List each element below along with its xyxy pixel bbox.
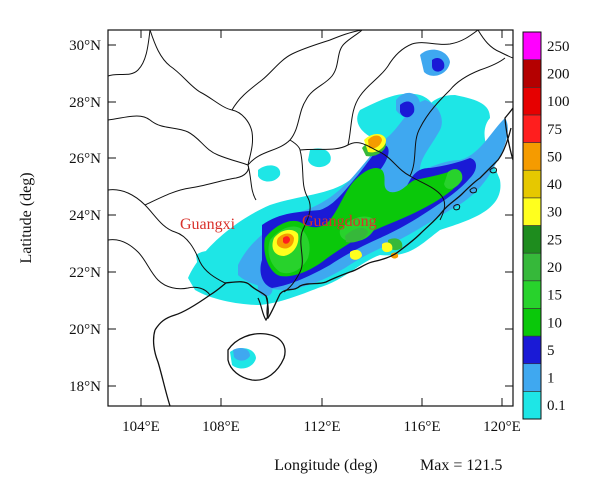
y-tick-label: 26°N (69, 151, 101, 167)
rain-field-yellow-3 (350, 249, 362, 260)
place-label-guangdong: Guangdong (302, 213, 377, 230)
y-ticks (108, 44, 513, 387)
province-border-jiangxi (347, 30, 479, 146)
colorbar-swatch (522, 335, 542, 365)
max-value-label: Max = 121.5 (420, 457, 502, 474)
southeast-islands (453, 167, 497, 211)
rain-field-darkblue-3 (400, 101, 415, 118)
y-tick-label: 22°N (69, 265, 101, 281)
colorbar-label: 15 (547, 288, 562, 304)
x-tick-label: 104°E (122, 419, 160, 435)
province-border-guangdong-north (299, 142, 446, 221)
y-axis-title: Latitude (deg) (18, 172, 35, 263)
colorbar-swatch (522, 391, 542, 420)
colorbar-label: 10 (547, 315, 562, 331)
province-border-zhejiang (477, 30, 513, 59)
colorbar-label: 100 (547, 94, 570, 110)
colorbar-swatch (522, 31, 542, 60)
province-border-guangxi-guangdong (283, 149, 311, 293)
colorbar-frame (522, 31, 542, 420)
leizhou-peninsula (257, 295, 269, 322)
rain-field-red-core (283, 236, 290, 244)
country-border-vietnam (108, 239, 211, 296)
colorbar-swatch (522, 280, 542, 309)
rain-field-yellow-4 (382, 242, 393, 253)
x-tick-label: 112°E (303, 419, 340, 435)
colorbar-swatch (522, 59, 542, 88)
province-border-hunan-jiangxi (289, 139, 301, 151)
vietnam-coast (152, 329, 171, 406)
map-plot-area: Guangxi Guangdong (107, 29, 514, 407)
y-tick-label: 20°N (69, 322, 101, 338)
colorbar-label: 1 (547, 371, 555, 387)
colorbar-swatch (522, 86, 542, 116)
colorbar-label: 30 (547, 205, 562, 221)
taiwan-outline (504, 106, 513, 161)
y-tick-label: 30°N (69, 38, 101, 54)
colorbar-swatch (522, 169, 542, 199)
coastline (224, 127, 512, 320)
y-tick-label: 24°N (69, 208, 101, 224)
precipitation-field (188, 49, 508, 369)
colorbar-label: 5 (547, 343, 555, 359)
colorbar-label: 40 (547, 177, 562, 193)
colorbar-swatch (522, 142, 542, 171)
x-axis-title: Longitude (deg) (274, 457, 378, 474)
province-border-guangxi-north (144, 164, 249, 206)
rain-field-orange-2 (368, 135, 382, 149)
colorbar-label: 25 (547, 232, 562, 248)
rain-field-light-patch-1 (258, 165, 281, 182)
province-border-chongqing (149, 30, 253, 166)
colorbar-swatch (522, 363, 542, 392)
province-border-fujian (409, 57, 506, 177)
hainan-island (227, 332, 286, 381)
province-border-hunan (247, 30, 363, 166)
province-border-sichuan (108, 30, 151, 77)
colorbar-swatch (522, 114, 542, 143)
x-tick-label: 108°E (202, 419, 240, 435)
x-tick-label: 120°E (483, 419, 521, 435)
colorbar-label: 0.1 (547, 398, 566, 414)
place-labels: Guangxi Guangdong (180, 213, 377, 233)
rain-field-darkblue-2 (432, 57, 445, 72)
rain-field-blue-hainan (233, 348, 250, 361)
x-ticks (140, 30, 503, 406)
rain-field-orange-3 (391, 252, 399, 259)
colorbar-label: 250 (547, 39, 570, 55)
place-label-guangxi: Guangxi (180, 216, 236, 233)
rain-field-green-4 (444, 169, 463, 189)
x-tick-label: 116°E (403, 419, 440, 435)
colorbar-label: 50 (547, 149, 562, 165)
colorbar-swatch (522, 308, 542, 337)
colorbar-label: 75 (547, 122, 562, 138)
colorbar-swatch (522, 252, 542, 282)
y-tick-label: 28°N (69, 95, 101, 111)
colorbar-swatch (522, 197, 542, 226)
y-tick-label: 18°N (69, 379, 101, 395)
rain-field-green-5 (345, 227, 368, 243)
mainland-coast-southwest (154, 282, 227, 331)
colorbar-label: 200 (547, 66, 570, 82)
boundaries (108, 30, 513, 406)
colorbar-swatch (522, 225, 542, 254)
x-axis: 104°E 108°E 112°E 116°E 120°E Longitude … (122, 30, 521, 474)
map-frame (107, 29, 514, 407)
y-axis: 30°N 28°N 26°N 24°N 22°N 20°N 18°N Latit… (18, 38, 513, 395)
colorbar-label: 20 (547, 260, 562, 276)
rain-field-light-patch-2 (308, 148, 331, 168)
province-border-hubei (231, 30, 363, 111)
province-border-yunnan (108, 189, 226, 284)
